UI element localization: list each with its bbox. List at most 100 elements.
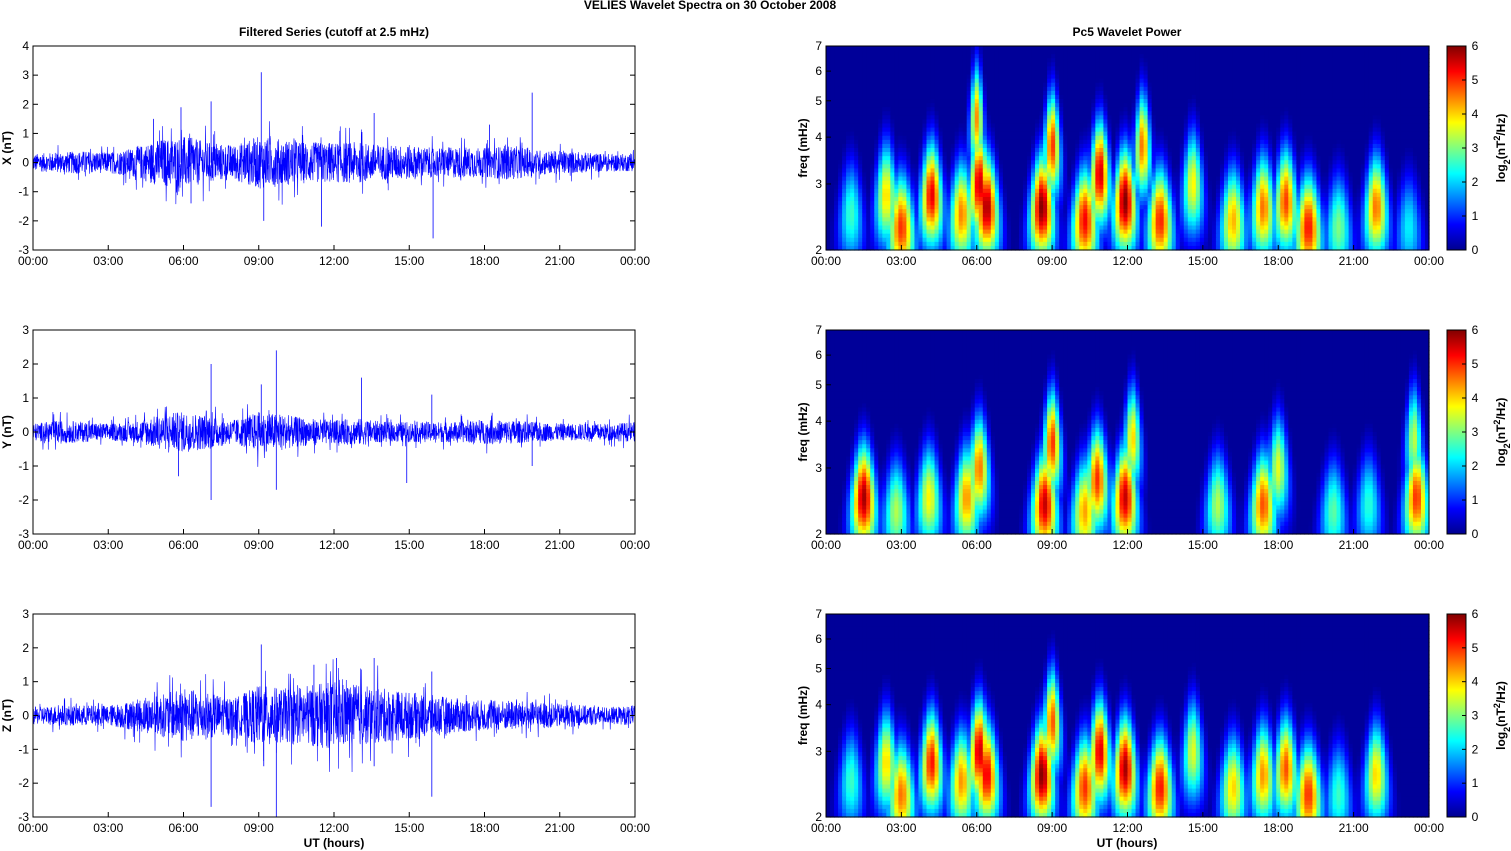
power-cell [1187, 164, 1193, 169]
power-cell [990, 143, 996, 149]
power-cell [922, 90, 928, 96]
power-cell [1324, 168, 1330, 174]
power-cell [1163, 66, 1169, 72]
power-cell [1272, 152, 1277, 157]
power-cell [1304, 164, 1309, 169]
power-cell [926, 156, 932, 161]
power-cell [1087, 111, 1092, 116]
power-cell [1316, 54, 1322, 59]
power-cell [1300, 127, 1305, 133]
power-cell [1264, 103, 1269, 108]
power-cell [1079, 127, 1084, 133]
power-cell [1179, 107, 1185, 112]
power-cell [866, 74, 871, 80]
power-cell [1039, 143, 1044, 149]
power-cell [938, 119, 944, 125]
power-cell [1091, 119, 1096, 125]
power-cell [1424, 148, 1430, 153]
power-cell [1368, 172, 1374, 178]
power-cell [1159, 107, 1165, 112]
series-xtick-label: 00:00 [18, 254, 48, 268]
power-cell [1123, 111, 1129, 116]
power-cell [954, 111, 960, 116]
power-cell [962, 115, 968, 121]
power-cell [930, 123, 936, 129]
power-cell [1051, 152, 1056, 157]
power-cell [858, 139, 863, 145]
power-cell [1059, 127, 1064, 133]
power-cell [1155, 103, 1161, 108]
power-cell [1167, 127, 1173, 133]
power-cell [1304, 66, 1309, 72]
power-cell [1099, 82, 1104, 88]
power-cell [1031, 62, 1036, 67]
power-cell [1332, 82, 1338, 88]
power-cell [870, 94, 875, 100]
power-cell [1115, 74, 1121, 80]
power-cell [1236, 131, 1241, 137]
power-cell [986, 54, 992, 59]
power-cell [1348, 54, 1354, 59]
power-cell [1368, 70, 1374, 76]
power-cell [914, 103, 920, 108]
power-cell [1396, 168, 1402, 174]
power-cell [1187, 111, 1193, 116]
power-cell [1308, 131, 1314, 137]
ytick-label: -3 [18, 810, 29, 824]
power-cell [1248, 74, 1253, 80]
power-cell [1380, 74, 1386, 80]
power-cell [1199, 99, 1205, 104]
power-cell [1151, 168, 1157, 174]
power-cell [1079, 115, 1084, 121]
power-cell [898, 143, 903, 149]
power-cell [890, 176, 895, 182]
power-cell [1018, 135, 1024, 141]
power-cell [938, 115, 944, 121]
power-cell [1256, 135, 1261, 141]
power-cell [862, 82, 867, 88]
power-cell [1051, 99, 1056, 104]
power-cell [1396, 54, 1402, 59]
power-cell [990, 78, 996, 84]
power-cell [1376, 54, 1382, 59]
power-cell [854, 46, 859, 51]
power-cell [974, 152, 980, 157]
power-cell [890, 123, 895, 129]
power-cell [1408, 135, 1414, 141]
power-cell [1396, 62, 1402, 67]
power-cell [1244, 62, 1249, 67]
power-cell [1248, 152, 1253, 157]
power-cell [998, 123, 1004, 129]
power-cell [1187, 90, 1193, 96]
power-cell [930, 82, 936, 88]
power-cell [1252, 82, 1257, 88]
power-cell [978, 74, 984, 80]
power-cell [1151, 90, 1157, 96]
power-cell [1219, 94, 1225, 100]
power-cell [1027, 119, 1032, 125]
power-cell [1159, 115, 1165, 121]
power-cell [958, 152, 964, 157]
power-cell [1320, 74, 1326, 80]
power-cell [1380, 78, 1386, 84]
power-cell [1280, 127, 1285, 133]
power-cell [1264, 172, 1269, 178]
power-cell [1187, 168, 1193, 174]
power-cell [1059, 111, 1064, 116]
power-cell [1139, 135, 1145, 141]
power-cell [1384, 111, 1390, 116]
power-cell [1043, 172, 1048, 178]
power-cell [1151, 103, 1157, 108]
power-cell [1308, 148, 1314, 153]
power-cell [1211, 90, 1217, 96]
power-cell [934, 78, 940, 84]
power-cell [938, 164, 944, 169]
power-cell [1272, 168, 1277, 174]
power-cell [1047, 82, 1052, 88]
power-cell [1412, 152, 1418, 157]
power-cell [1175, 148, 1181, 153]
power-cell [850, 156, 855, 161]
power-cell [1103, 62, 1108, 67]
power-cell [914, 50, 920, 55]
power-cell [1352, 70, 1358, 76]
